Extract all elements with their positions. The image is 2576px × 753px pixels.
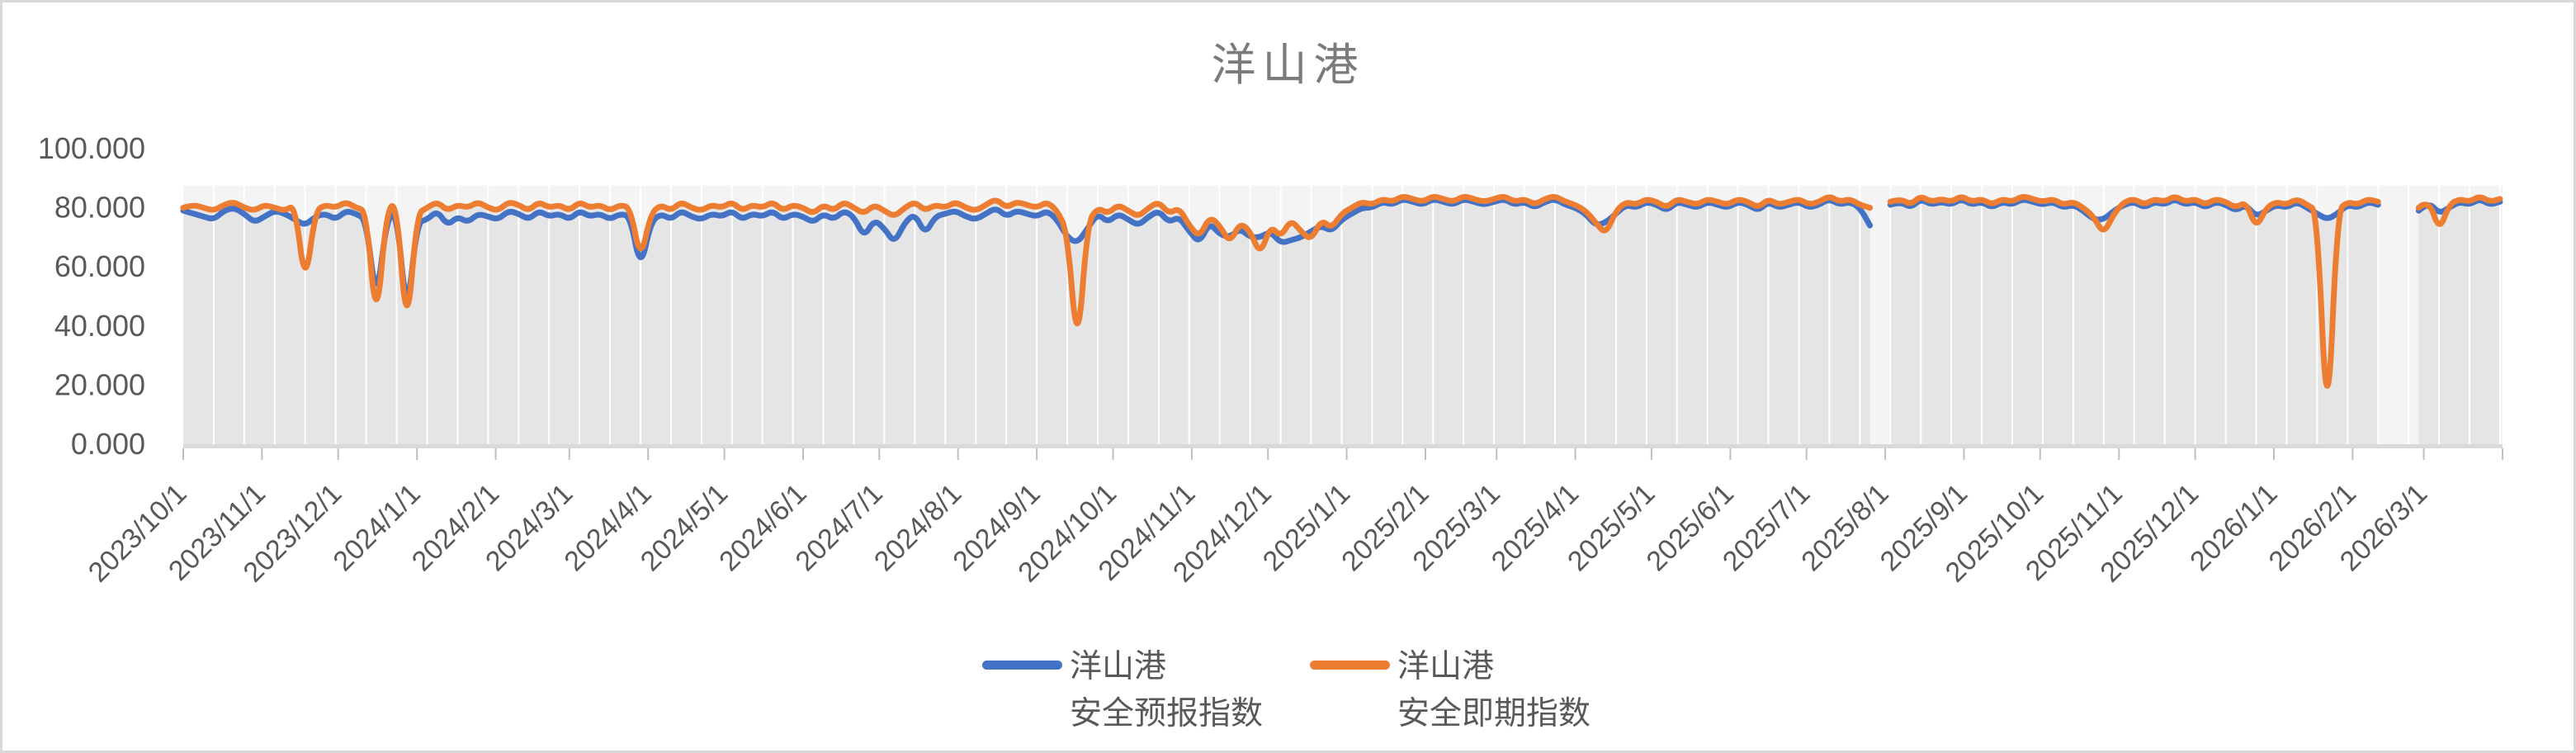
legend-spot-line2: 安全即期指数	[1397, 696, 1591, 732]
area-fill-spot	[2418, 197, 2500, 444]
x-axis-label: 2025/8/1	[1795, 478, 1894, 577]
forecast-series-swatch-icon	[982, 661, 1062, 670]
x-axis-line	[183, 444, 2503, 448]
chart-title: 洋山港	[1211, 40, 1365, 90]
series-line-spot	[180, 194, 1874, 327]
legend-forecast-line2: 安全预报指数	[1070, 696, 1264, 732]
x-axis-label: 2024/8/1	[868, 478, 967, 577]
x-axis-label: 2025/1/1	[1257, 478, 1356, 577]
legend: 洋山港 安全预报指数 洋山港 安全即期指数	[982, 643, 1591, 737]
y-axis-label: 60.000	[54, 249, 145, 283]
legend-entry-spot: 洋山港 安全即期指数	[1310, 643, 1591, 737]
area-fill-spot	[183, 197, 1870, 444]
x-axis-label: 2026/1/1	[2184, 478, 2283, 577]
y-axis-label: 80.000	[54, 191, 145, 225]
series-line-spot	[2415, 194, 2503, 227]
x-axis-label: 2024/1/1	[327, 478, 426, 577]
series-line-spot	[1887, 194, 2381, 389]
legend-forecast-line1: 洋山港	[1070, 649, 1167, 684]
legend-spot-line1: 洋山港	[1397, 649, 1495, 684]
legend-entry-forecast: 洋山港 安全预报指数	[982, 643, 1263, 737]
y-axis-label: 20.000	[54, 367, 145, 401]
y-axis-label: 0.000	[71, 427, 145, 461]
y-axis-label: 100.000	[38, 131, 145, 165]
spot-series-swatch-icon	[1310, 661, 1391, 670]
y-axis-label: 40.000	[54, 309, 145, 343]
